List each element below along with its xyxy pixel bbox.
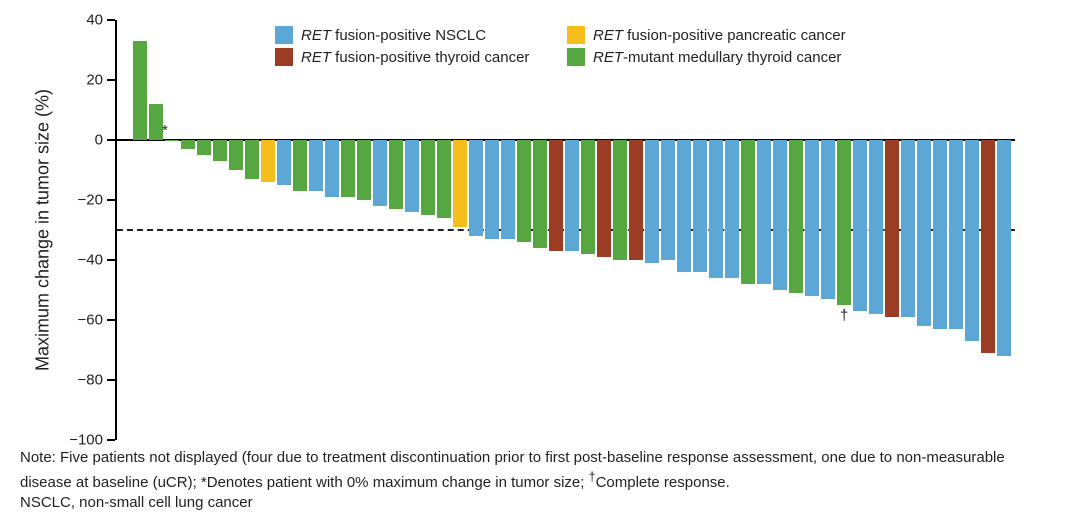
- y-tick: [107, 19, 115, 21]
- bar-nsclc: [469, 140, 483, 236]
- bar-mtc: [421, 140, 435, 215]
- bar-mtc: [133, 41, 147, 140]
- bar-nsclc: [677, 140, 691, 272]
- legend-swatch: [567, 26, 585, 44]
- annotation-symbol: †: [840, 307, 848, 324]
- bar-nsclc: [373, 140, 387, 206]
- bar-nsclc: [309, 140, 323, 191]
- bar-nsclc: [485, 140, 499, 239]
- y-tick: [107, 259, 115, 261]
- waterfall-chart: Maximum change in tumor size (%) 40200−2…: [115, 20, 1015, 440]
- bar-mtc: [149, 104, 163, 140]
- bar-mtc: [581, 140, 595, 254]
- bar-nsclc: [997, 140, 1011, 356]
- bar-nsclc: [325, 140, 339, 197]
- legend-item-thyroid: RET fusion-positive thyroid cancer: [275, 48, 535, 66]
- bar-mtc: [437, 140, 451, 218]
- bar-nsclc: [805, 140, 819, 296]
- legend-label: RET fusion-positive NSCLC: [301, 27, 486, 44]
- bar-thyroid: [549, 140, 563, 251]
- bar-nsclc: [821, 140, 835, 299]
- bar-mtc: [245, 140, 259, 179]
- y-axis-title: Maximum change in tumor size (%): [33, 89, 54, 371]
- bar-mtc: [213, 140, 227, 161]
- y-tick-label: −100: [69, 432, 103, 449]
- y-tick: [107, 439, 115, 441]
- bar-container: [133, 20, 1015, 440]
- y-tick-label: 40: [86, 12, 103, 29]
- y-tick-label: −60: [78, 312, 103, 329]
- legend-swatch: [567, 48, 585, 66]
- legend-label: RET fusion-positive pancreatic cancer: [593, 27, 846, 44]
- bar-mtc: [837, 140, 851, 305]
- bar-nsclc: [933, 140, 947, 329]
- chart-legend: RET fusion-positive NSCLC RET fusion-posi…: [275, 26, 846, 70]
- legend-item-nsclc: RET fusion-positive NSCLC: [275, 26, 535, 44]
- bar-nsclc: [917, 140, 931, 326]
- y-tick: [107, 199, 115, 201]
- bar-nsclc: [965, 140, 979, 341]
- bar-nsclc: [757, 140, 771, 284]
- bar-mtc: [613, 140, 627, 260]
- bar-mtc: [533, 140, 547, 248]
- bar-nsclc: [853, 140, 867, 311]
- bar-nsclc: [709, 140, 723, 278]
- bar-nsclc: [565, 140, 579, 251]
- legend-label: RET fusion-positive thyroid cancer: [301, 49, 529, 66]
- bar-pancreatic: [261, 140, 275, 182]
- legend-swatch: [275, 48, 293, 66]
- y-tick: [107, 79, 115, 81]
- bar-mtc: [341, 140, 355, 197]
- bar-mtc: [357, 140, 371, 200]
- legend-label: RET-mutant medullary thyroid cancer: [593, 49, 841, 66]
- bar-pancreatic: [453, 140, 467, 227]
- bar-nsclc: [645, 140, 659, 263]
- bar-nsclc: [869, 140, 883, 314]
- legend-item-mtc: RET-mutant medullary thyroid cancer: [567, 48, 841, 66]
- y-tick-label: −20: [78, 192, 103, 209]
- bar-nsclc: [773, 140, 787, 290]
- y-tick: [107, 139, 115, 141]
- bar-mtc: [197, 140, 211, 155]
- bar-nsclc: [277, 140, 291, 185]
- bar-nsclc: [693, 140, 707, 272]
- y-tick: [107, 319, 115, 321]
- annotation-symbol: *: [162, 122, 168, 139]
- bar-mtc: [789, 140, 803, 293]
- bar-mtc: [229, 140, 243, 170]
- chart-footnote: Note: Five patients not displayed (four …: [20, 448, 1060, 513]
- bar-thyroid: [629, 140, 643, 260]
- bar-nsclc: [501, 140, 515, 239]
- bar-mtc: [517, 140, 531, 242]
- y-tick: [107, 379, 115, 381]
- bar-nsclc: [949, 140, 963, 329]
- bar-mtc: [181, 140, 195, 149]
- y-tick-label: 20: [86, 72, 103, 89]
- legend-swatch: [275, 26, 293, 44]
- bar-mtc: [293, 140, 307, 191]
- bar-nsclc: [901, 140, 915, 317]
- y-tick-label: 0: [95, 132, 103, 149]
- bar-nsclc: [405, 140, 419, 212]
- bar-mtc: [165, 140, 179, 141]
- bar-nsclc: [661, 140, 675, 260]
- bar-thyroid: [885, 140, 899, 317]
- y-tick-label: −40: [78, 252, 103, 269]
- bar-mtc: [741, 140, 755, 284]
- bar-thyroid: [597, 140, 611, 257]
- y-tick-label: −80: [78, 372, 103, 389]
- bar-mtc: [389, 140, 403, 209]
- legend-item-pancreatic: RET fusion-positive pancreatic cancer: [567, 26, 846, 44]
- bar-thyroid: [981, 140, 995, 353]
- bar-nsclc: [725, 140, 739, 278]
